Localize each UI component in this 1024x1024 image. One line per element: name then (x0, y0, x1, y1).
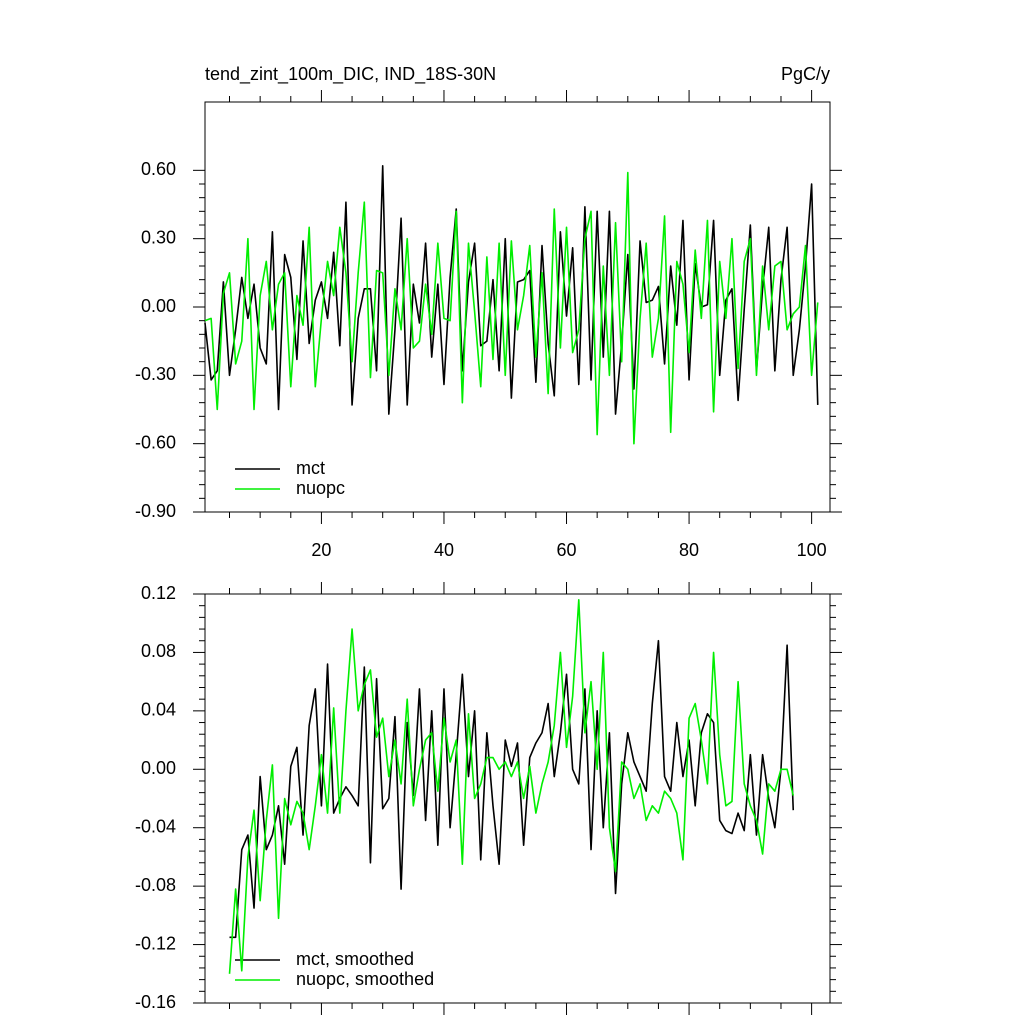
series-line (204, 164, 819, 415)
y-tick-label: 0.30 (141, 227, 176, 247)
series-line (204, 171, 819, 445)
y-tick-label: 0.60 (141, 159, 176, 179)
units-label: PgC/y (781, 64, 830, 84)
x-tick-label: 80 (679, 540, 699, 560)
y-tick-label: -0.04 (135, 816, 176, 836)
chart-title: tend_zint_100m_DIC, IND_18S-30N (205, 64, 496, 85)
y-tick-label: 0.12 (141, 583, 176, 603)
y-tick-label: 0.04 (141, 700, 176, 720)
y-tick-label: 0.00 (141, 296, 176, 316)
y-tick-label: -0.16 (135, 992, 176, 1012)
x-tick-label: 20 (311, 540, 331, 560)
y-tick-label: 0.00 (141, 758, 176, 778)
legend-label: nuopc (296, 478, 345, 498)
x-tick-label: 60 (557, 540, 577, 560)
y-tick-label: -0.08 (135, 875, 176, 895)
series-line (228, 599, 795, 974)
legend-label: mct, smoothed (296, 949, 414, 969)
y-tick-label: -0.30 (135, 364, 176, 384)
x-tick-label: 40 (434, 540, 454, 560)
legend-label: nuopc, smoothed (296, 969, 434, 989)
y-tick-label: -0.60 (135, 432, 176, 452)
legend-label: mct (296, 458, 325, 478)
y-tick-label: -0.12 (135, 933, 176, 953)
series-line (229, 639, 795, 939)
y-tick-label: -0.90 (135, 501, 176, 521)
y-tick-label: 0.08 (141, 641, 176, 661)
plot-frame (204, 593, 831, 1004)
x-tick-label: 100 (797, 540, 827, 560)
